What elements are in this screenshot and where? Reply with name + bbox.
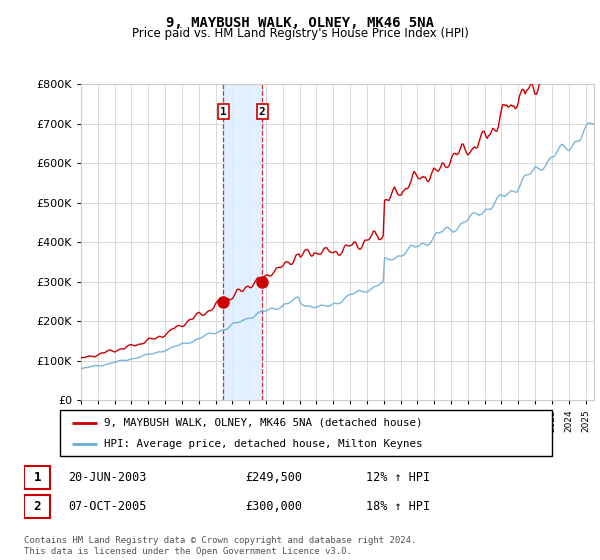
Text: 9, MAYBUSH WALK, OLNEY, MK46 5NA (detached house): 9, MAYBUSH WALK, OLNEY, MK46 5NA (detach… — [104, 418, 423, 428]
Text: HPI: Average price, detached house, Milton Keynes: HPI: Average price, detached house, Milt… — [104, 439, 423, 449]
Text: 20-JUN-2003: 20-JUN-2003 — [68, 471, 146, 484]
Text: 18% ↑ HPI: 18% ↑ HPI — [366, 500, 430, 513]
Text: £249,500: £249,500 — [245, 471, 302, 484]
Text: 2: 2 — [34, 500, 41, 513]
Text: 1: 1 — [220, 107, 227, 116]
FancyBboxPatch shape — [24, 496, 50, 517]
Text: 9, MAYBUSH WALK, OLNEY, MK46 5NA: 9, MAYBUSH WALK, OLNEY, MK46 5NA — [166, 16, 434, 30]
Text: £300,000: £300,000 — [245, 500, 302, 513]
Text: Contains HM Land Registry data © Crown copyright and database right 2024.
This d: Contains HM Land Registry data © Crown c… — [24, 536, 416, 556]
Bar — [223, 84, 262, 400]
Text: 2: 2 — [259, 107, 266, 116]
Text: 12% ↑ HPI: 12% ↑ HPI — [366, 471, 430, 484]
Text: 1: 1 — [34, 471, 41, 484]
Text: Price paid vs. HM Land Registry's House Price Index (HPI): Price paid vs. HM Land Registry's House … — [131, 27, 469, 40]
Text: 07-OCT-2005: 07-OCT-2005 — [68, 500, 146, 513]
FancyBboxPatch shape — [24, 466, 50, 489]
